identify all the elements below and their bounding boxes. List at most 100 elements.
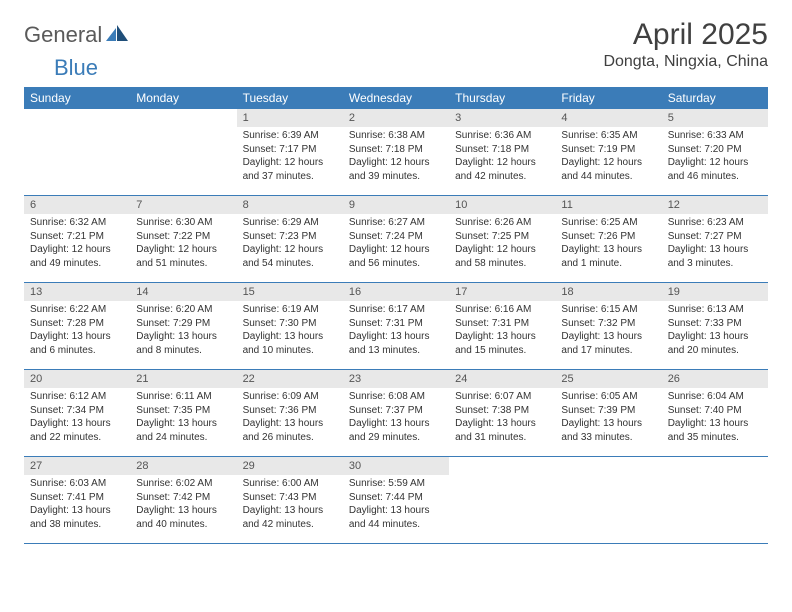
daylight-text: Daylight: 13 hours and 3 minutes. <box>668 243 762 270</box>
sunrise-text: Sunrise: 6:16 AM <box>455 303 549 317</box>
day-details: Sunrise: 6:05 AMSunset: 7:39 PMDaylight:… <box>555 388 661 448</box>
day-number: 28 <box>130 457 236 475</box>
day-number: 14 <box>130 283 236 301</box>
day-number: 4 <box>555 109 661 127</box>
day-details: Sunrise: 6:33 AMSunset: 7:20 PMDaylight:… <box>662 127 768 187</box>
sunset-text: Sunset: 7:19 PM <box>561 143 655 157</box>
sunrise-text: Sunrise: 6:09 AM <box>243 390 337 404</box>
day-details: Sunrise: 6:22 AMSunset: 7:28 PMDaylight:… <box>24 301 130 361</box>
day-number: 26 <box>662 370 768 388</box>
day-details: Sunrise: 6:17 AMSunset: 7:31 PMDaylight:… <box>343 301 449 361</box>
day-details: Sunrise: 6:08 AMSunset: 7:37 PMDaylight:… <box>343 388 449 448</box>
day-header-row: SundayMondayTuesdayWednesdayThursdayFrid… <box>24 87 768 109</box>
calendar-day: 14Sunrise: 6:20 AMSunset: 7:29 PMDayligh… <box>130 283 236 370</box>
sunrise-text: Sunrise: 6:07 AM <box>455 390 549 404</box>
day-details: Sunrise: 6:32 AMSunset: 7:21 PMDaylight:… <box>24 214 130 274</box>
sunrise-text: Sunrise: 6:36 AM <box>455 129 549 143</box>
sunrise-text: Sunrise: 6:04 AM <box>668 390 762 404</box>
daylight-text: Daylight: 13 hours and 38 minutes. <box>30 504 124 531</box>
calendar-day-empty <box>130 109 236 196</box>
sunrise-text: Sunrise: 6:05 AM <box>561 390 655 404</box>
sunset-text: Sunset: 7:36 PM <box>243 404 337 418</box>
calendar-table: SundayMondayTuesdayWednesdayThursdayFrid… <box>24 87 768 544</box>
daylight-text: Daylight: 12 hours and 58 minutes. <box>455 243 549 270</box>
sunrise-text: Sunrise: 6:02 AM <box>136 477 230 491</box>
sunrise-text: Sunrise: 6:08 AM <box>349 390 443 404</box>
daylight-text: Daylight: 12 hours and 39 minutes. <box>349 156 443 183</box>
calendar-day: 26Sunrise: 6:04 AMSunset: 7:40 PMDayligh… <box>662 370 768 457</box>
daylight-text: Daylight: 13 hours and 15 minutes. <box>455 330 549 357</box>
day-details: Sunrise: 6:27 AMSunset: 7:24 PMDaylight:… <box>343 214 449 274</box>
sunrise-text: Sunrise: 6:12 AM <box>30 390 124 404</box>
sunrise-text: Sunrise: 6:38 AM <box>349 129 443 143</box>
calendar-day: 24Sunrise: 6:07 AMSunset: 7:38 PMDayligh… <box>449 370 555 457</box>
day-number: 6 <box>24 196 130 214</box>
daylight-text: Daylight: 12 hours and 42 minutes. <box>455 156 549 183</box>
sunrise-text: Sunrise: 5:59 AM <box>349 477 443 491</box>
day-number: 23 <box>343 370 449 388</box>
day-number: 11 <box>555 196 661 214</box>
calendar-day: 15Sunrise: 6:19 AMSunset: 7:30 PMDayligh… <box>237 283 343 370</box>
brand-sail-icon <box>106 25 128 41</box>
calendar-day: 27Sunrise: 6:03 AMSunset: 7:41 PMDayligh… <box>24 457 130 544</box>
sunrise-text: Sunrise: 6:35 AM <box>561 129 655 143</box>
calendar-day: 7Sunrise: 6:30 AMSunset: 7:22 PMDaylight… <box>130 196 236 283</box>
daylight-text: Daylight: 13 hours and 26 minutes. <box>243 417 337 444</box>
calendar-day: 22Sunrise: 6:09 AMSunset: 7:36 PMDayligh… <box>237 370 343 457</box>
title-block: April 2025 Dongta, Ningxia, China <box>603 18 768 71</box>
daylight-text: Daylight: 13 hours and 35 minutes. <box>668 417 762 444</box>
calendar-day-empty <box>449 457 555 544</box>
sunset-text: Sunset: 7:23 PM <box>243 230 337 244</box>
brand-name-part1: General <box>24 22 102 48</box>
sunset-text: Sunset: 7:28 PM <box>30 317 124 331</box>
sunrise-text: Sunrise: 6:20 AM <box>136 303 230 317</box>
sunset-text: Sunset: 7:18 PM <box>349 143 443 157</box>
day-details: Sunrise: 6:29 AMSunset: 7:23 PMDaylight:… <box>237 214 343 274</box>
day-number: 20 <box>24 370 130 388</box>
day-header: Friday <box>555 87 661 109</box>
day-number: 29 <box>237 457 343 475</box>
day-details: Sunrise: 6:39 AMSunset: 7:17 PMDaylight:… <box>237 127 343 187</box>
daylight-text: Daylight: 12 hours and 46 minutes. <box>668 156 762 183</box>
sunrise-text: Sunrise: 6:17 AM <box>349 303 443 317</box>
sunset-text: Sunset: 7:26 PM <box>561 230 655 244</box>
daylight-text: Daylight: 13 hours and 31 minutes. <box>455 417 549 444</box>
sunset-text: Sunset: 7:44 PM <box>349 491 443 505</box>
day-details: Sunrise: 6:19 AMSunset: 7:30 PMDaylight:… <box>237 301 343 361</box>
daylight-text: Daylight: 13 hours and 17 minutes. <box>561 330 655 357</box>
sunset-text: Sunset: 7:20 PM <box>668 143 762 157</box>
day-details: Sunrise: 6:00 AMSunset: 7:43 PMDaylight:… <box>237 475 343 535</box>
sunrise-text: Sunrise: 6:00 AM <box>243 477 337 491</box>
calendar-day: 13Sunrise: 6:22 AMSunset: 7:28 PMDayligh… <box>24 283 130 370</box>
day-number: 13 <box>24 283 130 301</box>
daylight-text: Daylight: 12 hours and 54 minutes. <box>243 243 337 270</box>
sunrise-text: Sunrise: 6:22 AM <box>30 303 124 317</box>
sunrise-text: Sunrise: 6:23 AM <box>668 216 762 230</box>
daylight-text: Daylight: 12 hours and 44 minutes. <box>561 156 655 183</box>
sunrise-text: Sunrise: 6:13 AM <box>668 303 762 317</box>
sunset-text: Sunset: 7:35 PM <box>136 404 230 418</box>
calendar-day: 30Sunrise: 5:59 AMSunset: 7:44 PMDayligh… <box>343 457 449 544</box>
calendar-day: 16Sunrise: 6:17 AMSunset: 7:31 PMDayligh… <box>343 283 449 370</box>
calendar-day: 19Sunrise: 6:13 AMSunset: 7:33 PMDayligh… <box>662 283 768 370</box>
day-header: Monday <box>130 87 236 109</box>
calendar-day: 6Sunrise: 6:32 AMSunset: 7:21 PMDaylight… <box>24 196 130 283</box>
calendar-day: 10Sunrise: 6:26 AMSunset: 7:25 PMDayligh… <box>449 196 555 283</box>
sunset-text: Sunset: 7:24 PM <box>349 230 443 244</box>
sunset-text: Sunset: 7:38 PM <box>455 404 549 418</box>
calendar-day: 9Sunrise: 6:27 AMSunset: 7:24 PMDaylight… <box>343 196 449 283</box>
calendar-day: 21Sunrise: 6:11 AMSunset: 7:35 PMDayligh… <box>130 370 236 457</box>
day-header: Saturday <box>662 87 768 109</box>
sunrise-text: Sunrise: 6:33 AM <box>668 129 762 143</box>
sunset-text: Sunset: 7:39 PM <box>561 404 655 418</box>
sunrise-text: Sunrise: 6:26 AM <box>455 216 549 230</box>
calendar-day: 11Sunrise: 6:25 AMSunset: 7:26 PMDayligh… <box>555 196 661 283</box>
day-details: Sunrise: 5:59 AMSunset: 7:44 PMDaylight:… <box>343 475 449 535</box>
sunset-text: Sunset: 7:18 PM <box>455 143 549 157</box>
day-details: Sunrise: 6:03 AMSunset: 7:41 PMDaylight:… <box>24 475 130 535</box>
calendar-day: 29Sunrise: 6:00 AMSunset: 7:43 PMDayligh… <box>237 457 343 544</box>
day-header: Sunday <box>24 87 130 109</box>
sunrise-text: Sunrise: 6:19 AM <box>243 303 337 317</box>
sunrise-text: Sunrise: 6:29 AM <box>243 216 337 230</box>
daylight-text: Daylight: 13 hours and 13 minutes. <box>349 330 443 357</box>
